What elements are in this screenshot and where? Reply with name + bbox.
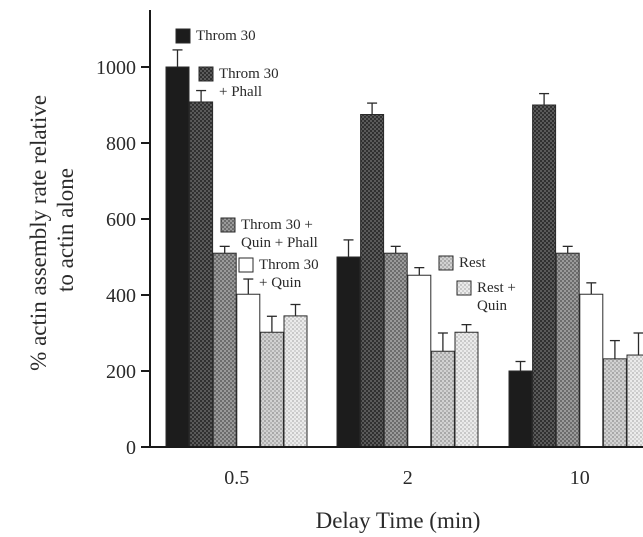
bars-layer [165,66,643,448]
bar [259,331,284,448]
bar [532,104,557,448]
y-tick-label: 200 [106,361,136,383]
y-axis: 0 200 400 600 800 1000 [96,10,151,459]
bar [454,331,479,448]
bar [626,354,643,448]
legend-label-line: Rest + [477,280,516,296]
bar [336,256,361,448]
y-tick-label: 600 [106,209,136,231]
legend-label: Rest [459,255,487,271]
x-tick-label: 0.5 [224,467,249,489]
legend-swatch [438,255,454,271]
legend-item: Throm 30 + Phall [198,66,279,100]
bar [407,274,432,448]
legend-label: Throm 30 + Quin + Phall [241,217,318,251]
bar [165,66,190,448]
legend: Throm 30 Throm 30 + Phall Throm 30 + Quin + … [175,28,516,314]
legend-swatch [456,280,472,296]
legend-label-line: Quin + Phall [241,235,318,251]
x-tick-label: 2 [403,467,413,489]
y-tick-label: 400 [106,285,136,307]
y-tick-label: 800 [106,133,136,155]
legend-swatch [220,217,236,233]
x-tick-label: 10 [570,467,590,489]
legend-label: Throm 30 + Phall [219,66,279,100]
bar [508,370,533,448]
legend-label-line: + Quin [259,275,302,291]
bar [360,114,385,448]
bar [430,350,455,448]
legend-swatch [238,257,254,273]
legend-label-line: Throm 30 [259,257,319,273]
legend-label-line: Rest [459,255,487,271]
legend-label-line: Throm 30 + [241,217,313,233]
bar [189,101,214,448]
legend-swatch [175,28,191,44]
y-axis-title-line-1: % actin assembly rate relative [26,95,51,371]
legend-label: Throm 30 [196,28,256,44]
legend-item: Throm 30 + Quin [238,257,319,291]
legend-label-line: Throm 30 [219,66,279,82]
legend-swatch [198,66,214,82]
legend-label-line: Throm 30 [196,28,256,44]
legend-item: Throm 30 [175,28,256,44]
legend-label: Rest + Quin [477,280,516,314]
bar [283,315,308,448]
legend-item: Rest + Quin [456,280,516,314]
y-axis-title-line-2: to actin alone [53,168,78,292]
bar [602,358,627,448]
legend-label-line: + Phall [219,84,262,100]
y-ticks: 0 200 400 600 800 1000 [96,57,150,459]
legend-label-line: Quin [477,298,508,314]
legend-item: Rest [438,255,487,271]
legend-label: Throm 30 + Quin [259,257,319,291]
x-ticks: 0.5 2 10 [224,467,589,489]
legend-item: Throm 30 + Quin + Phall [220,217,318,251]
x-axis-title: Delay Time (min) [316,508,481,533]
error-bars-layer [172,49,643,371]
bar [579,293,604,448]
y-axis-title: % actin assembly rate relative to actin … [26,89,78,371]
bar [212,252,237,448]
bar [236,293,261,448]
bar [383,252,408,448]
y-tick-label: 1000 [96,57,136,79]
bar [555,252,580,448]
y-tick-label: 0 [126,437,136,459]
